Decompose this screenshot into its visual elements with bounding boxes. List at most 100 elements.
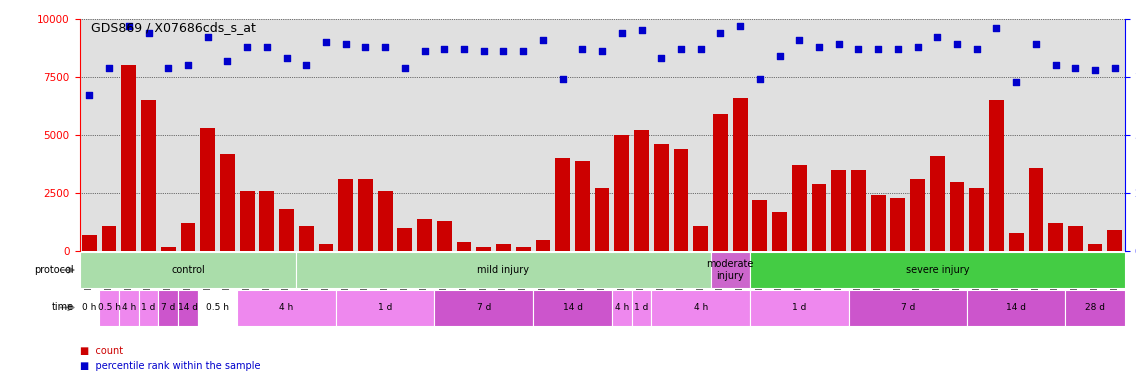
Point [810, 44, 828, 50]
Point [928, 34, 946, 40]
Text: severe injury: severe injury [905, 265, 969, 275]
Point [1067, 64, 1085, 70]
Point [357, 44, 375, 50]
Point [869, 46, 887, 52]
Bar [792, 165, 807, 251]
Point [395, 64, 414, 70]
Point [850, 46, 868, 52]
Bar [811, 184, 826, 251]
Bar [1066, 290, 1125, 326]
Text: 0.5 h: 0.5 h [206, 303, 229, 312]
Bar [713, 114, 728, 251]
Point [671, 46, 690, 52]
Bar [240, 191, 254, 251]
Point [553, 76, 571, 82]
Text: 1 d: 1 d [141, 303, 156, 312]
Bar [198, 290, 237, 326]
Bar [871, 195, 886, 251]
Bar [849, 290, 967, 326]
Bar [99, 290, 119, 326]
Point [435, 46, 453, 52]
Bar [437, 221, 452, 251]
Bar [1108, 230, 1122, 251]
Bar [752, 200, 767, 251]
Point [376, 44, 394, 50]
Point [277, 55, 295, 61]
Bar [158, 290, 178, 326]
Bar [750, 252, 1125, 288]
Bar [832, 170, 846, 251]
Point [534, 37, 552, 43]
Text: mild injury: mild injury [477, 265, 529, 275]
Bar [299, 226, 314, 251]
Point [178, 62, 197, 68]
Point [947, 41, 966, 47]
Text: 1 d: 1 d [634, 303, 649, 312]
Point [1027, 41, 1045, 47]
Bar [358, 179, 373, 251]
Point [258, 44, 276, 50]
Bar [535, 240, 550, 251]
Bar [693, 226, 708, 251]
Bar [161, 247, 176, 251]
Text: 7 d: 7 d [901, 303, 914, 312]
Point [593, 48, 611, 54]
Bar [533, 290, 612, 326]
Bar [615, 135, 629, 251]
Point [1086, 67, 1104, 73]
Point [336, 41, 354, 47]
Point [987, 25, 1005, 31]
Bar [989, 100, 1004, 251]
Bar [967, 290, 1066, 326]
Bar [122, 65, 136, 251]
Point [791, 37, 809, 43]
Text: ■  count: ■ count [80, 346, 123, 356]
Bar [950, 182, 964, 251]
Bar [750, 290, 849, 326]
Bar [398, 228, 412, 251]
Text: 7 d: 7 d [477, 303, 491, 312]
Bar [181, 224, 195, 251]
Point [968, 46, 986, 52]
Text: GDS869 / X07686cds_s_at: GDS869 / X07686cds_s_at [91, 21, 256, 34]
Text: 14 d: 14 d [178, 303, 198, 312]
Text: 1 d: 1 d [378, 303, 392, 312]
Bar [651, 290, 750, 326]
Bar [141, 100, 156, 251]
Bar [969, 189, 984, 251]
Text: ■  percentile rank within the sample: ■ percentile rank within the sample [80, 361, 260, 371]
Bar [612, 290, 632, 326]
Point [199, 34, 217, 40]
Bar [632, 290, 651, 326]
Text: 4 h: 4 h [279, 303, 294, 312]
Bar [259, 191, 274, 251]
Point [1105, 64, 1124, 70]
Point [711, 30, 729, 36]
Point [633, 27, 651, 33]
Point [574, 46, 592, 52]
Bar [434, 290, 533, 326]
Bar [139, 290, 158, 326]
Point [909, 44, 927, 50]
Bar [910, 179, 925, 251]
Bar [82, 235, 97, 251]
Bar [237, 290, 336, 326]
Text: 0.5 h: 0.5 h [98, 303, 120, 312]
Bar [851, 170, 866, 251]
Bar [378, 191, 393, 251]
Text: time: time [52, 303, 74, 312]
Bar [119, 290, 139, 326]
Bar [80, 290, 99, 326]
Point [770, 53, 788, 59]
Bar [80, 252, 296, 288]
Point [475, 48, 493, 54]
Text: 4 h: 4 h [694, 303, 708, 312]
Point [751, 76, 769, 82]
Point [140, 30, 158, 36]
Bar [336, 290, 434, 326]
Text: 7 d: 7 d [161, 303, 175, 312]
Point [119, 23, 137, 29]
Bar [318, 244, 333, 251]
Bar [556, 158, 570, 251]
Bar [772, 212, 787, 251]
